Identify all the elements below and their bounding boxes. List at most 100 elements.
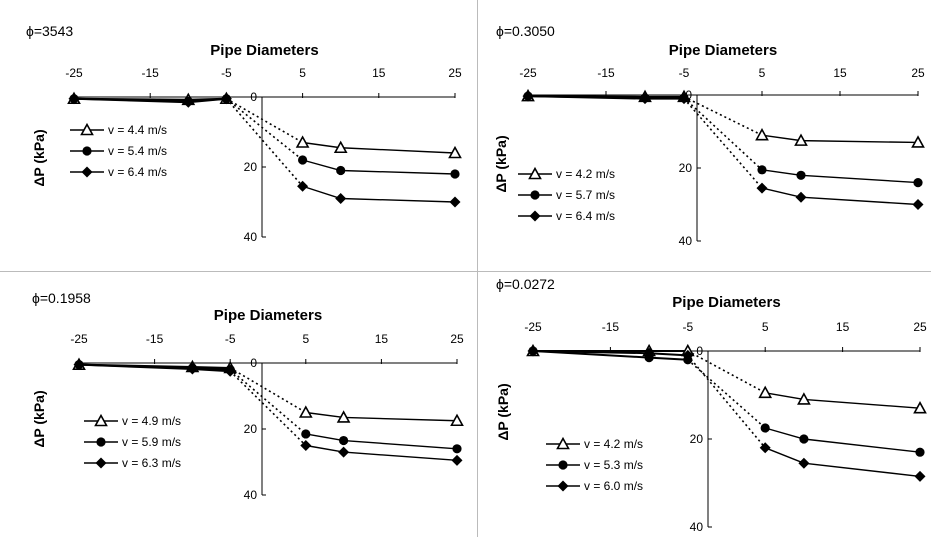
legend-entry: v = 5.7 m/s — [518, 188, 615, 202]
y-tick-label: 40 — [244, 230, 258, 244]
series-dotted-connector — [229, 368, 307, 435]
data-point — [295, 135, 310, 148]
series-3 — [522, 90, 924, 210]
legend-marker — [557, 480, 569, 492]
x-axis-label: Pipe Diameters — [669, 42, 777, 59]
legend-marker — [96, 437, 106, 447]
legend-label: v = 4.4 m/s — [108, 123, 167, 137]
series-3 — [527, 345, 926, 482]
x-tick-label: -5 — [225, 332, 236, 346]
data-point — [755, 127, 769, 141]
legend-marker — [82, 146, 92, 156]
legend-entry: v = 6.4 m/s — [70, 165, 167, 179]
legend-label: v = 6.0 m/s — [584, 479, 643, 493]
legend-entry: v = 4.4 m/s — [70, 122, 167, 137]
x-axis-label: Pipe Diameters — [214, 307, 322, 324]
x-tick-label: 5 — [759, 66, 766, 80]
series-dotted-connector — [683, 97, 763, 171]
legend-marker — [529, 210, 541, 222]
series-dotted-connector — [683, 96, 763, 136]
legend-entry: v = 6.4 m/s — [518, 209, 615, 223]
series-line-downstream — [302, 141, 456, 154]
x-tick-label: -15 — [597, 66, 615, 80]
chart-title: ϕ=0.0272 — [496, 276, 555, 292]
legend-entry: v = 4.2 m/s — [518, 166, 615, 181]
x-tick-label: 5 — [299, 66, 306, 80]
data-point — [913, 401, 927, 414]
x-tick-label: -5 — [221, 66, 232, 80]
chart-title: ϕ=3543 — [26, 23, 73, 39]
data-point — [298, 405, 313, 418]
y-axis-label: ΔP (kPa) — [31, 129, 47, 186]
y-axis-label: ΔP (kPa) — [495, 383, 511, 440]
x-axis-label: Pipe Diameters — [672, 294, 780, 311]
series-line-downstream — [305, 433, 458, 450]
data-point — [73, 359, 85, 371]
x-tick-label: 25 — [913, 320, 927, 334]
legend-entry: v = 5.9 m/s — [84, 435, 181, 449]
x-tick-label: 25 — [448, 66, 462, 80]
legend-entry: v = 4.2 m/s — [546, 436, 643, 451]
x-tick-label: -25 — [524, 320, 542, 334]
data-point — [756, 182, 768, 194]
data-point — [678, 93, 690, 105]
x-tick-label: -5 — [682, 320, 693, 334]
x-tick-label: -15 — [602, 320, 620, 334]
data-point — [448, 145, 462, 159]
data-point — [186, 363, 198, 375]
data-point — [449, 196, 461, 208]
data-point — [760, 423, 770, 433]
y-tick-label: 0 — [250, 356, 257, 370]
legend-entry: v = 6.3 m/s — [84, 456, 181, 470]
data-point — [757, 165, 767, 175]
legend-marker — [80, 122, 94, 136]
series-line-downstream — [302, 159, 456, 175]
x-axis-label: Pipe Diameters — [210, 42, 318, 59]
data-point — [914, 470, 926, 482]
legend-label: v = 6.3 m/s — [122, 456, 181, 470]
series-line-downstream — [761, 187, 919, 206]
y-tick-label: 20 — [244, 160, 258, 174]
chart-panel-1: ϕ=3543 Pipe Diameters ΔP (kPa) -25 -15 -5 5 15 2… — [26, 23, 462, 244]
data-point — [759, 442, 771, 454]
data-point — [450, 413, 464, 427]
data-point — [911, 135, 925, 148]
data-point — [451, 454, 463, 466]
legend-entry: v = 6.0 m/s — [546, 479, 643, 493]
x-tick-label: 5 — [762, 320, 769, 334]
data-point — [797, 392, 811, 405]
legend-marker — [94, 413, 108, 427]
legend-label: v = 4.2 m/s — [556, 167, 615, 181]
data-point — [335, 193, 347, 204]
data-point — [298, 155, 308, 165]
data-point — [297, 180, 309, 192]
legend-marker — [81, 166, 93, 178]
chart-panel-3: ϕ=0.1958 Pipe Diameters ΔP (kPa) -25 -15 -5 5 1… — [31, 290, 464, 502]
series-line-downstream — [302, 185, 456, 203]
y-tick-label: 0 — [250, 90, 257, 104]
x-tick-label: -15 — [146, 332, 164, 346]
legend-marker — [528, 166, 542, 180]
x-tick-label: -25 — [70, 332, 88, 346]
y-tick-label: 20 — [690, 432, 704, 446]
series-line-downstream — [765, 392, 921, 409]
series-dotted-connector — [229, 367, 307, 414]
y-axis-label: ΔP (kPa) — [493, 135, 509, 192]
legend-label: v = 5.7 m/s — [556, 188, 615, 202]
data-point — [527, 345, 539, 357]
legend-marker — [556, 436, 570, 450]
legend-label: v = 5.3 m/s — [584, 458, 643, 472]
data-point — [796, 170, 806, 180]
series-line-downstream — [305, 411, 458, 422]
data-point — [182, 96, 194, 108]
data-point — [450, 169, 460, 179]
series-dotted-connector — [226, 98, 303, 144]
legend-label: v = 6.4 m/s — [556, 209, 615, 223]
x-tick-label: 15 — [372, 66, 386, 80]
series-line-downstream — [764, 447, 921, 478]
y-tick-label: 0 — [696, 344, 703, 358]
data-point — [522, 90, 534, 102]
data-point — [798, 457, 810, 469]
y-tick-label: 20 — [679, 161, 693, 175]
